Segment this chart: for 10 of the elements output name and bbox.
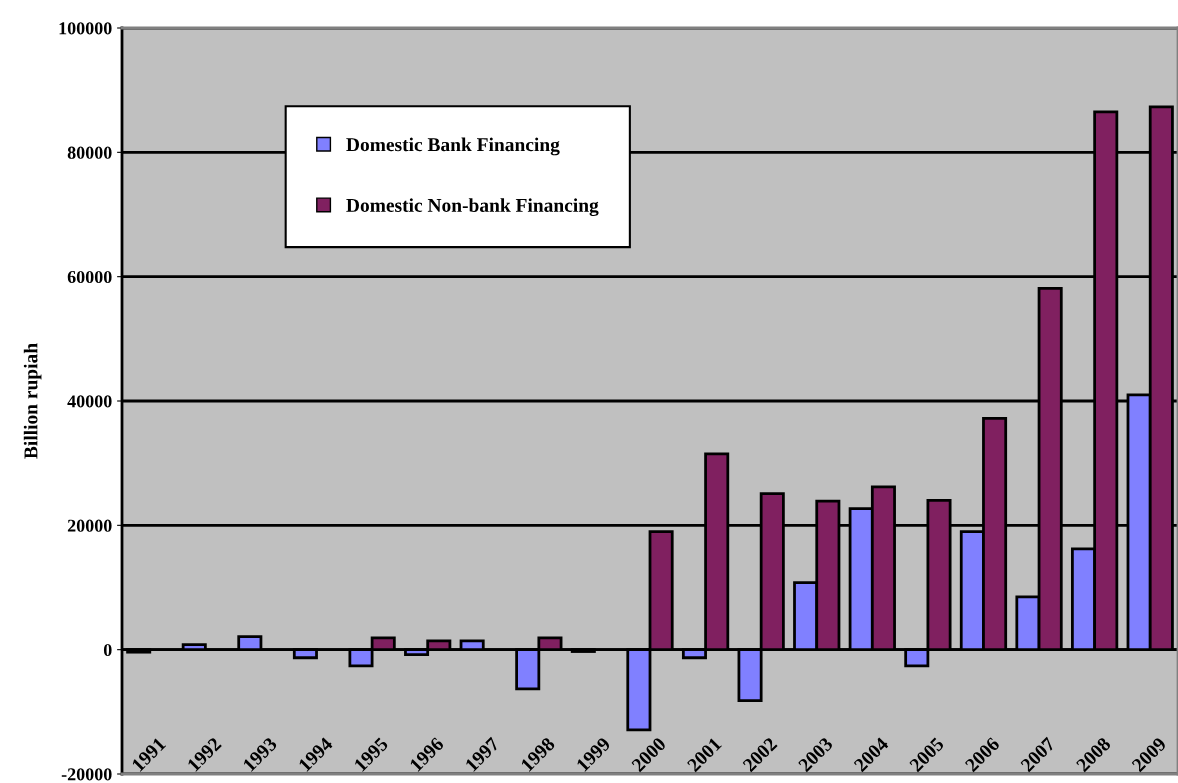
y-tick-label: 40000 (67, 395, 112, 408)
y-tick-label: 20000 (67, 519, 112, 532)
y-tick-label: 80000 (67, 146, 112, 159)
y-tick-label: 100000 (59, 22, 112, 35)
y-tick-label: -20000 (61, 768, 112, 781)
y-tick-label: 60000 (67, 270, 112, 284)
y-tick-label: 0 (103, 643, 112, 657)
y-axis-title: Billion rupiah (23, 343, 42, 459)
legend-label: Domestic Non-bank Financing (346, 198, 599, 217)
legend-label: Domestic Bank Financing (346, 137, 560, 156)
